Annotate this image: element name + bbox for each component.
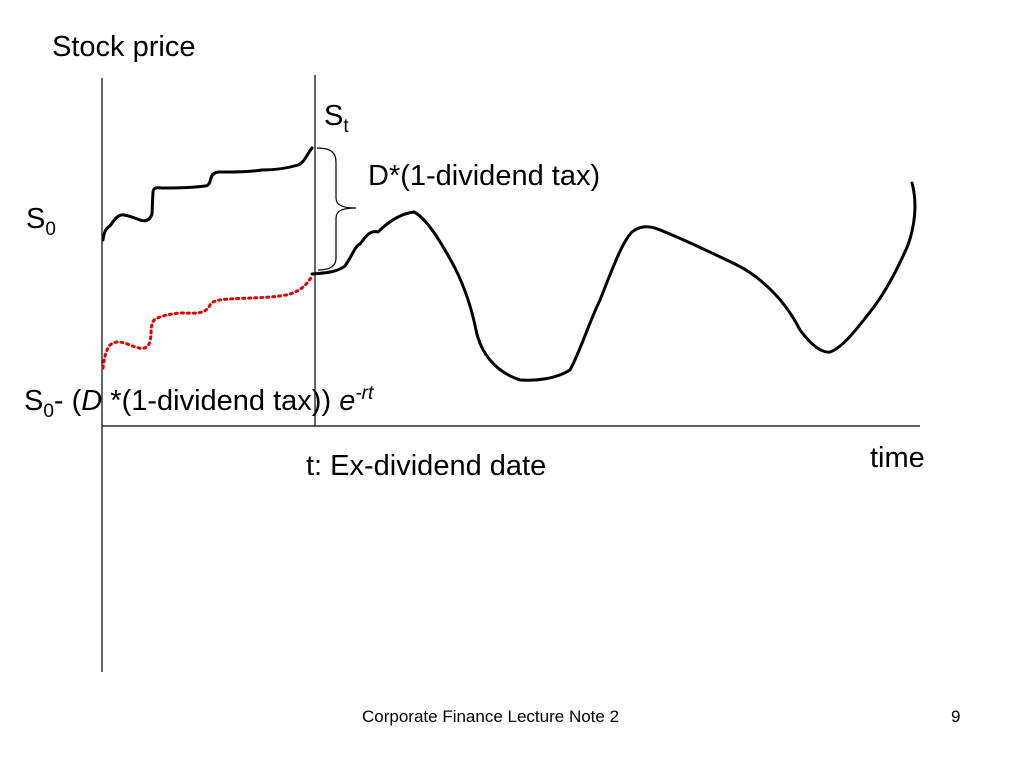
s-0-base: S [26, 203, 46, 235]
price-path-after [310, 181, 917, 382]
s-t-base: S [324, 100, 344, 132]
ex-dividend-label: t: Ex-dividend date [306, 450, 547, 482]
s-0-sub: 0 [45, 219, 56, 240]
y-axis-title: Stock price [52, 31, 196, 63]
present-value-label: S0- (D *(1-dividend tax)) e-rt [24, 384, 373, 421]
price-path-before [101, 146, 314, 242]
pv-d: D [81, 385, 103, 417]
pv-s-sub: 0 [43, 401, 54, 422]
s-0-label: S0 [26, 203, 56, 240]
s-t-sub: t [343, 116, 349, 137]
x-axis-title: time [870, 442, 925, 474]
pv-dotted-path [101, 274, 314, 370]
dividend-brace [316, 147, 357, 271]
footer-title: Corporate Finance Lecture Note 2 [362, 707, 620, 726]
page-number: 9 [951, 707, 961, 726]
pv-rest: *(1-dividend tax)) [102, 385, 340, 417]
s-t-label: St [324, 100, 349, 137]
dividend-label: D*(1-dividend tax) [368, 160, 601, 192]
pv-exp: -rt [355, 383, 374, 404]
pv-s-base: S [24, 385, 44, 417]
pv-e: e [339, 385, 356, 417]
pv-minus: - ( [53, 385, 82, 417]
